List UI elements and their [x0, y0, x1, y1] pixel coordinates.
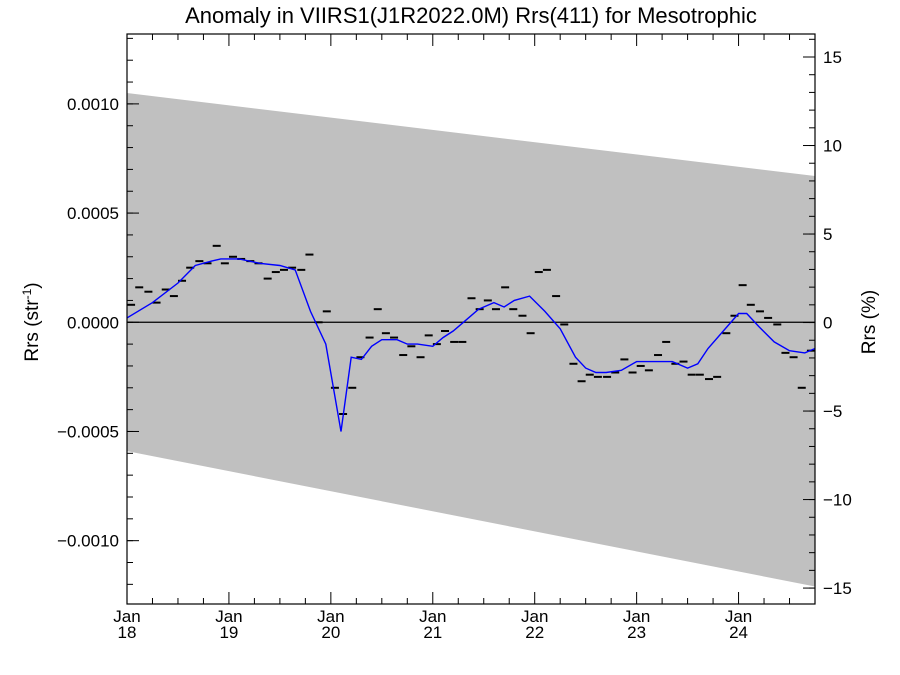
plot-frame — [126, 33, 816, 605]
y-axis-label-left: Rrs (str-1) — [20, 282, 43, 361]
x-tick-label-month: Jan — [725, 607, 752, 626]
monthly-anomaly-markers — [127, 244, 815, 415]
x-tick-label-year: 20 — [321, 623, 340, 642]
x-tick-label-month: Jan — [521, 607, 548, 626]
x-tick-label-year: 22 — [525, 623, 544, 642]
y-tick-label-left: 0.0005 — [67, 204, 119, 223]
y-tick-label-right: −10 — [823, 491, 852, 510]
y-axis-label-left-base: Rrs (str — [22, 299, 43, 362]
chart-title: Anomaly in VIIRS1(J1R2022.0M) Rrs(411) f… — [185, 3, 757, 28]
x-tick-label-month: Jan — [317, 607, 344, 626]
y-axis-label-left-close: ) — [22, 282, 43, 288]
x-tick-label-month: Jan — [215, 607, 242, 626]
y-tick-label-right: −5 — [823, 402, 842, 421]
y-tick-label-left: −0.0010 — [57, 532, 119, 551]
x-tick-label-year: 24 — [729, 623, 748, 642]
y-tick-label-left: −0.0005 — [57, 422, 119, 441]
confidence-band-layer — [127, 93, 815, 587]
plot-border — [126, 33, 816, 605]
x-tick-label-year: 18 — [118, 623, 137, 642]
tick-labels: 0.0010 0.0005 0.0000 −0.0005 −0.0010 15 10 5 0 −5… — [57, 48, 852, 642]
y-axis-label-right: Rrs (%) — [859, 290, 880, 354]
y-tick-label-left: 0.0010 — [67, 95, 119, 114]
y-tick-label-right: 0 — [823, 314, 832, 333]
x-tick-label-month: Jan — [419, 607, 446, 626]
y-tick-label-right: 15 — [823, 48, 842, 67]
smoothed-anomaly-line-layer — [126, 258, 816, 432]
smoothed-anomaly-line — [126, 258, 816, 432]
axis-ticks — [126, 34, 816, 604]
y-tick-label-right: −15 — [823, 579, 852, 598]
x-tick-label-year: 19 — [219, 623, 238, 642]
y-tick-label-left: 0.0000 — [67, 313, 119, 332]
x-tick-label-year: 23 — [627, 623, 646, 642]
y-tick-label-right: 5 — [823, 225, 832, 244]
y-axis-label-left-sup: -1 — [20, 288, 34, 299]
x-tick-label-month: Jan — [623, 607, 650, 626]
confidence-band — [127, 93, 815, 587]
y-tick-label-right: 10 — [823, 137, 842, 156]
x-tick-label-month: Jan — [113, 607, 140, 626]
x-tick-label-year: 21 — [423, 623, 442, 642]
